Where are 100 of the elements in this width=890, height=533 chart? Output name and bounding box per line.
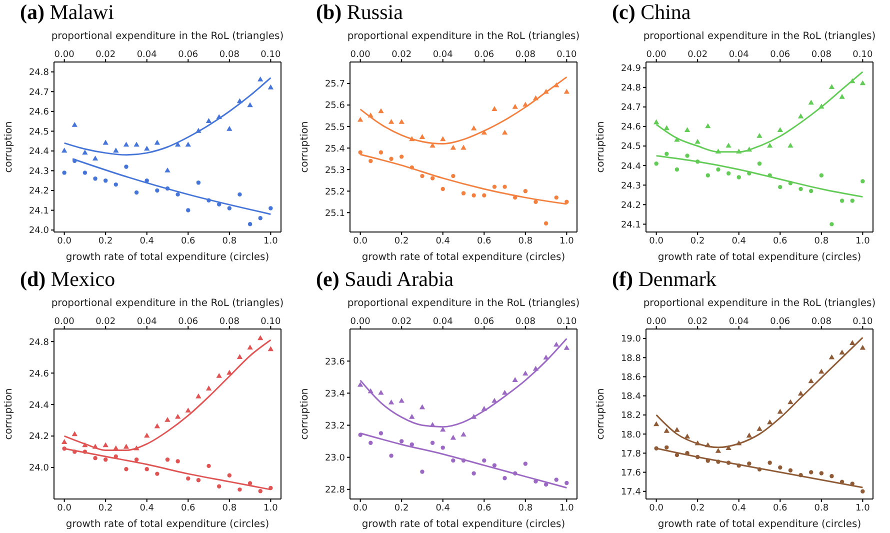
x-tick-label: 0.6 [772,236,788,246]
point [186,208,190,212]
point [62,170,66,175]
y-tick-label: 24.4 [28,400,50,410]
y-tick-label: 24.7 [28,88,49,98]
y-tick-label: 24.0 [28,226,50,236]
point [268,485,273,490]
point [216,484,222,488]
point [747,171,752,176]
x-tick-label: 1.0 [856,236,870,246]
chart-title: (b) Russia [315,0,404,26]
x2-tick-label: 0.06 [178,50,198,60]
point [114,182,118,187]
y-tick-label: 24.8 [28,68,50,78]
y-tick-label: 24.3 [28,166,49,177]
x2-axis-title: proportional expenditure in the RoL (triangles) [643,31,876,42]
x-tick-label: 0.4 [436,502,450,513]
point [368,440,373,444]
point [654,446,658,450]
x-axis-title: growth rate of total expenditure (circles) [362,518,566,530]
x-tick-label: 0.8 [222,502,237,513]
point [482,458,486,462]
chart-title: (c) China [611,0,692,26]
point [124,164,128,169]
x2-tick-label: 0.00 [54,316,75,326]
y-tick-label: 25.4 [324,144,346,154]
point [399,154,404,159]
point [93,176,98,181]
point [103,457,108,462]
point [103,178,108,183]
point [768,173,772,178]
x-tick-label: 0.6 [180,236,196,246]
x2-tick-label: 0.08 [811,50,832,60]
point [399,438,404,443]
x2-tick-label: 0.02 [392,50,412,60]
x2-axis-title: proportional expenditure in the RoL (triangles) [643,298,876,309]
x2-tick-label: 0.06 [770,316,790,326]
point [706,173,710,178]
point [155,471,160,476]
point [196,180,201,185]
y-tick-label: 24.6 [620,122,642,133]
x2-tick-label: 0.02 [96,316,116,326]
point [798,472,803,477]
y-tick-label: 25.3 [324,166,345,176]
x2-tick-label: 0.04 [728,50,750,60]
x2-tick-label: 0.08 [219,316,240,326]
point [134,190,139,195]
point [216,202,222,206]
x-tick-label: 0.2 [98,502,113,513]
x2-tick-label: 0.10 [556,316,577,326]
point [451,174,456,178]
y-axis-title: corruption [300,388,311,440]
point [461,191,466,196]
point [502,476,507,480]
point [258,488,262,493]
y-tick-label: 23.6 [324,356,346,367]
x-tick-label: 0.0 [649,236,664,246]
x-tick-label: 0.6 [476,502,492,513]
point [482,193,486,198]
y-tick-label: 24.1 [28,206,49,216]
point [534,200,538,204]
point [778,184,782,190]
x-tick-label: 0.8 [518,236,533,246]
y-tick-label: 17.6 [620,468,642,478]
point [685,450,690,455]
x-tick-label: 1.0 [560,502,574,513]
point [227,472,232,477]
y-tick-label: 23.0 [324,452,346,463]
point [134,457,139,462]
x-tick-label: 1.0 [264,236,278,246]
point [258,216,262,220]
x2-tick-label: 0.00 [350,50,371,60]
line-series [656,155,864,198]
point [757,162,762,166]
x-tick-label: 1.0 [856,502,870,513]
point [176,192,180,197]
x2-tick-label: 0.06 [474,316,494,326]
point [716,459,720,464]
x-axis-title: growth rate of total expenditure (circles) [66,518,270,530]
x-tick-label: 0.4 [140,236,154,246]
point [695,454,700,459]
point [420,469,424,474]
point [808,470,814,474]
point [165,457,170,462]
point [819,173,824,178]
x2-tick-label: 0.10 [556,50,577,60]
y-tick-label: 24.2 [620,200,641,211]
y-tick-label: 17.8 [620,448,642,459]
point [654,162,658,166]
point [196,478,201,482]
point [144,178,149,183]
point [378,430,384,435]
line-series [360,432,568,488]
x2-tick-label: 0.08 [219,50,240,60]
point [788,181,793,186]
y-tick-label: 18.6 [620,372,642,382]
x2-tick-label: 0.04 [432,316,454,326]
x2-tick-label: 0.06 [770,50,790,60]
x2-tick-label: 0.10 [852,50,873,60]
x2-tick-label: 0.08 [811,316,832,326]
